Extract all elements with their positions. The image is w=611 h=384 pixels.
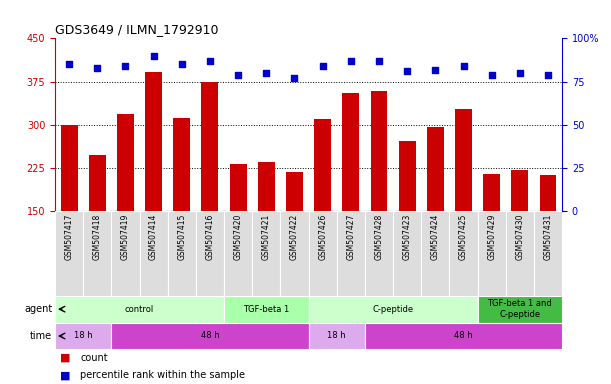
Text: GSM507417: GSM507417 bbox=[65, 214, 73, 260]
Text: GSM507421: GSM507421 bbox=[262, 214, 271, 260]
Point bbox=[515, 70, 525, 76]
Bar bbox=[370, 91, 387, 211]
Bar bbox=[365, 211, 393, 296]
Bar bbox=[174, 118, 190, 211]
Bar bbox=[224, 211, 252, 296]
Bar bbox=[511, 170, 529, 211]
Point bbox=[543, 71, 553, 78]
Point bbox=[402, 68, 412, 74]
Text: GSM507422: GSM507422 bbox=[290, 214, 299, 260]
Bar bbox=[60, 125, 78, 211]
Text: GSM507415: GSM507415 bbox=[177, 214, 186, 260]
Bar bbox=[145, 72, 162, 211]
Bar bbox=[478, 211, 506, 296]
Point bbox=[120, 63, 130, 69]
Text: 18 h: 18 h bbox=[327, 331, 346, 341]
Bar bbox=[337, 211, 365, 296]
Bar bbox=[252, 211, 280, 296]
Bar bbox=[224, 296, 309, 323]
Text: 48 h: 48 h bbox=[454, 331, 473, 341]
Text: GSM507425: GSM507425 bbox=[459, 214, 468, 260]
Point bbox=[148, 53, 158, 59]
Bar bbox=[111, 323, 309, 349]
Point bbox=[430, 66, 440, 73]
Bar bbox=[117, 114, 134, 211]
Text: agent: agent bbox=[24, 304, 52, 314]
Point bbox=[487, 71, 497, 78]
Text: time: time bbox=[30, 331, 52, 341]
Text: ■: ■ bbox=[60, 353, 70, 363]
Text: 18 h: 18 h bbox=[74, 331, 92, 341]
Bar bbox=[450, 211, 478, 296]
Point bbox=[177, 61, 187, 67]
Bar bbox=[167, 211, 196, 296]
Text: TGF-beta 1 and
C-peptide: TGF-beta 1 and C-peptide bbox=[488, 300, 552, 319]
Bar bbox=[399, 141, 415, 211]
Text: TGF-beta 1: TGF-beta 1 bbox=[243, 305, 290, 314]
Text: GSM507423: GSM507423 bbox=[403, 214, 412, 260]
Bar bbox=[139, 211, 167, 296]
Bar bbox=[393, 211, 421, 296]
Point bbox=[262, 70, 271, 76]
Bar bbox=[427, 127, 444, 211]
Point bbox=[92, 65, 102, 71]
Text: GSM507414: GSM507414 bbox=[149, 214, 158, 260]
Bar bbox=[230, 164, 247, 211]
Point bbox=[459, 63, 469, 69]
Bar bbox=[55, 211, 83, 296]
Bar bbox=[196, 211, 224, 296]
Text: 48 h: 48 h bbox=[200, 331, 219, 341]
Text: GDS3649 / ILMN_1792910: GDS3649 / ILMN_1792910 bbox=[55, 23, 219, 36]
Bar bbox=[280, 211, 309, 296]
Text: percentile rank within the sample: percentile rank within the sample bbox=[81, 370, 246, 381]
Text: C-peptide: C-peptide bbox=[373, 305, 414, 314]
Text: GSM507426: GSM507426 bbox=[318, 214, 327, 260]
Bar bbox=[483, 174, 500, 211]
Bar bbox=[314, 119, 331, 211]
Text: control: control bbox=[125, 305, 154, 314]
Bar bbox=[309, 323, 365, 349]
Bar bbox=[258, 162, 275, 211]
Point bbox=[64, 61, 74, 67]
Text: GSM507420: GSM507420 bbox=[233, 214, 243, 260]
Text: GSM507429: GSM507429 bbox=[487, 214, 496, 260]
Text: count: count bbox=[81, 353, 108, 363]
Bar bbox=[540, 175, 557, 211]
Bar bbox=[89, 155, 106, 211]
Bar bbox=[83, 211, 111, 296]
Bar bbox=[421, 211, 450, 296]
Bar bbox=[478, 296, 562, 323]
Text: GSM507430: GSM507430 bbox=[515, 214, 524, 260]
Text: GSM507427: GSM507427 bbox=[346, 214, 356, 260]
Bar bbox=[455, 109, 472, 211]
Point bbox=[233, 71, 243, 78]
Bar bbox=[309, 296, 478, 323]
Bar bbox=[286, 172, 303, 211]
Bar bbox=[55, 323, 111, 349]
Point bbox=[318, 63, 327, 69]
Text: GSM507416: GSM507416 bbox=[205, 214, 214, 260]
Bar bbox=[506, 211, 534, 296]
Bar bbox=[309, 211, 337, 296]
Bar bbox=[534, 211, 562, 296]
Point bbox=[290, 75, 299, 81]
Text: GSM507418: GSM507418 bbox=[93, 214, 102, 260]
Text: GSM507424: GSM507424 bbox=[431, 214, 440, 260]
Point bbox=[205, 58, 215, 64]
Bar bbox=[55, 296, 224, 323]
Bar bbox=[111, 211, 139, 296]
Text: GSM507419: GSM507419 bbox=[121, 214, 130, 260]
Point bbox=[374, 58, 384, 64]
Bar bbox=[202, 81, 218, 211]
Point bbox=[346, 58, 356, 64]
Text: ■: ■ bbox=[60, 370, 70, 381]
Text: GSM507428: GSM507428 bbox=[375, 214, 384, 260]
Bar bbox=[365, 323, 562, 349]
Bar bbox=[342, 93, 359, 211]
Text: GSM507431: GSM507431 bbox=[544, 214, 552, 260]
